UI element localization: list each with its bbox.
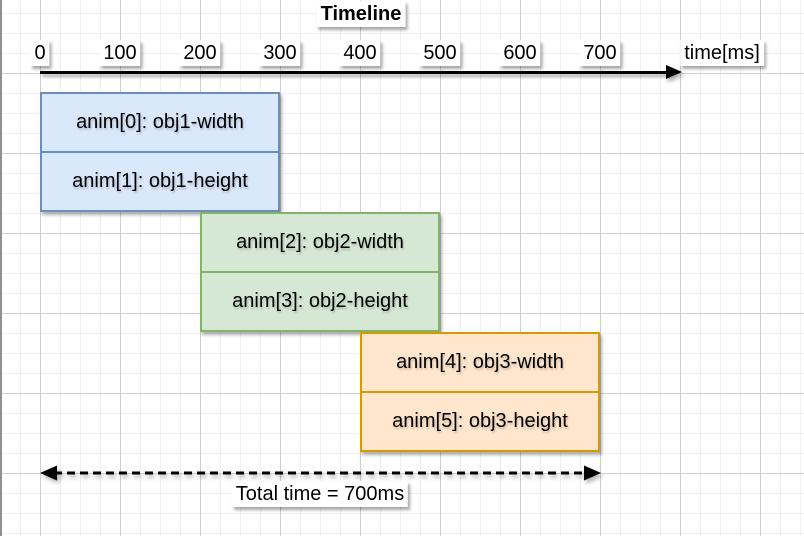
- anim-bar[interactable]: anim[5]: obj3-height: [360, 391, 600, 452]
- axis-tick-500: 500: [419, 40, 461, 66]
- total-time-right-arrowhead-icon: [584, 465, 601, 481]
- anim-bar[interactable]: anim[0]: obj1-width: [40, 92, 280, 153]
- axis-tick-0: 0: [30, 40, 50, 66]
- total-time-label: Total time = 700ms: [231, 481, 409, 507]
- anim-bar[interactable]: anim[1]: obj1-height: [40, 151, 280, 212]
- bar-group-obj3: anim[4]: obj3-width anim[5]: obj3-height: [360, 332, 600, 452]
- axis-tick-300: 300: [259, 40, 301, 66]
- axis-tick-400: 400: [339, 40, 381, 66]
- total-time-arrow: [40, 465, 601, 481]
- bar-group-obj1: anim[0]: obj1-width anim[1]: obj1-height: [40, 92, 280, 212]
- time-axis-unit-label: time[ms]: [680, 40, 764, 66]
- anim-bar[interactable]: anim[3]: obj2-height: [200, 271, 440, 332]
- axis-tick-700: 700: [579, 40, 621, 66]
- time-axis-arrowhead-icon: [666, 65, 682, 79]
- axis-tick-200: 200: [179, 40, 221, 66]
- total-time-left-arrowhead-icon: [40, 465, 57, 481]
- anim-bar[interactable]: anim[2]: obj2-width: [200, 212, 440, 273]
- time-axis-line: [40, 71, 668, 74]
- canvas-left-edge: [0, 0, 2, 536]
- bar-group-obj2: anim[2]: obj2-width anim[3]: obj2-height: [200, 212, 440, 332]
- axis-tick-100: 100: [99, 40, 141, 66]
- anim-bar[interactable]: anim[4]: obj3-width: [360, 332, 600, 393]
- axis-tick-600: 600: [499, 40, 541, 66]
- diagram-title: Timeline: [316, 1, 406, 27]
